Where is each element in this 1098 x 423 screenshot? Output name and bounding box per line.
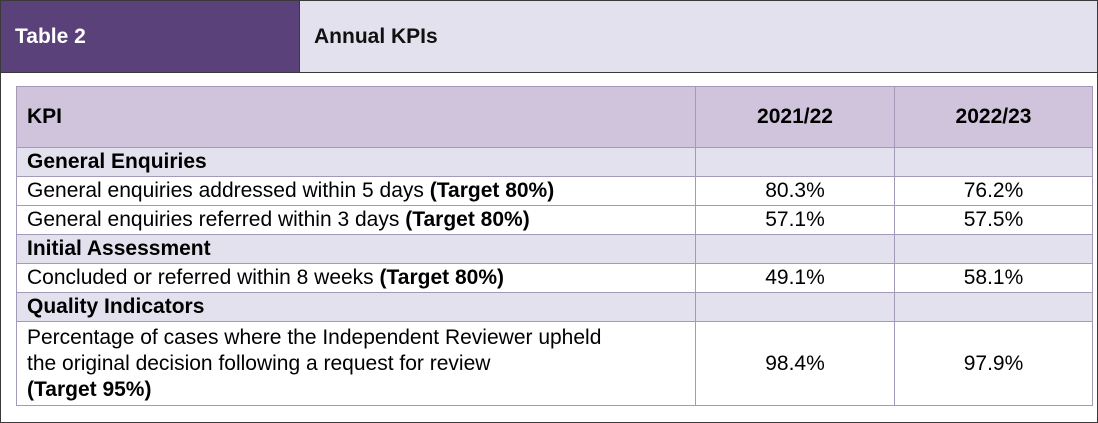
- section-row: Quality Indicators: [16, 292, 1093, 322]
- section-title: Initial Assessment: [16, 234, 696, 264]
- table-row: General enquiries referred within 3 days…: [16, 205, 1093, 235]
- value-2022-23: 58.1%: [894, 263, 1093, 293]
- kpi-target: (Target 80%): [405, 208, 530, 231]
- kpi-label: Concluded or referred within 8 weeks (Ta…: [16, 263, 696, 293]
- column-header-2022-23: 2022/23: [894, 86, 1093, 148]
- table-row: Concluded or referred within 8 weeks (Ta…: [16, 263, 1093, 293]
- value-2022-23: 97.9%: [894, 321, 1093, 406]
- kpi-label: General enquiries referred within 3 days…: [16, 205, 696, 235]
- value-2021-22: 80.3%: [695, 176, 895, 206]
- value-2021-22: 57.1%: [695, 205, 895, 235]
- table-row: Percentage of cases where the Independen…: [16, 321, 1093, 406]
- value-2021-22: 98.4%: [695, 321, 895, 406]
- table-number: Table 2: [1, 1, 300, 73]
- kpi-table: KPI 2021/22 2022/23 General Enquiries Ge…: [16, 86, 1093, 406]
- section-row: Initial Assessment: [16, 234, 1093, 264]
- column-header-kpi: KPI: [16, 86, 696, 148]
- kpi-target: (Target 80%): [429, 179, 555, 202]
- section-row: General Enquiries: [16, 147, 1093, 177]
- value-2022-23: 76.2%: [894, 176, 1093, 206]
- table-title: Annual KPIs: [300, 1, 1097, 73]
- value-2022-23: 57.5%: [894, 205, 1093, 235]
- table-header: Table 2 Annual KPIs: [1, 1, 1097, 73]
- kpi-target: (Target 95%): [27, 377, 152, 401]
- kpi-label: Percentage of cases where the Independen…: [16, 321, 696, 406]
- kpi-target: (Target 80%): [379, 266, 505, 289]
- column-header-2021-22: 2021/22: [695, 86, 895, 148]
- column-header-row: KPI 2021/22 2022/23: [16, 86, 1093, 148]
- section-title: Quality Indicators: [16, 292, 696, 322]
- kpi-label: General enquiries addressed within 5 day…: [16, 176, 696, 206]
- section-title: General Enquiries: [16, 147, 696, 177]
- value-2021-22: 49.1%: [695, 263, 895, 293]
- table-row: General enquiries addressed within 5 day…: [16, 176, 1093, 206]
